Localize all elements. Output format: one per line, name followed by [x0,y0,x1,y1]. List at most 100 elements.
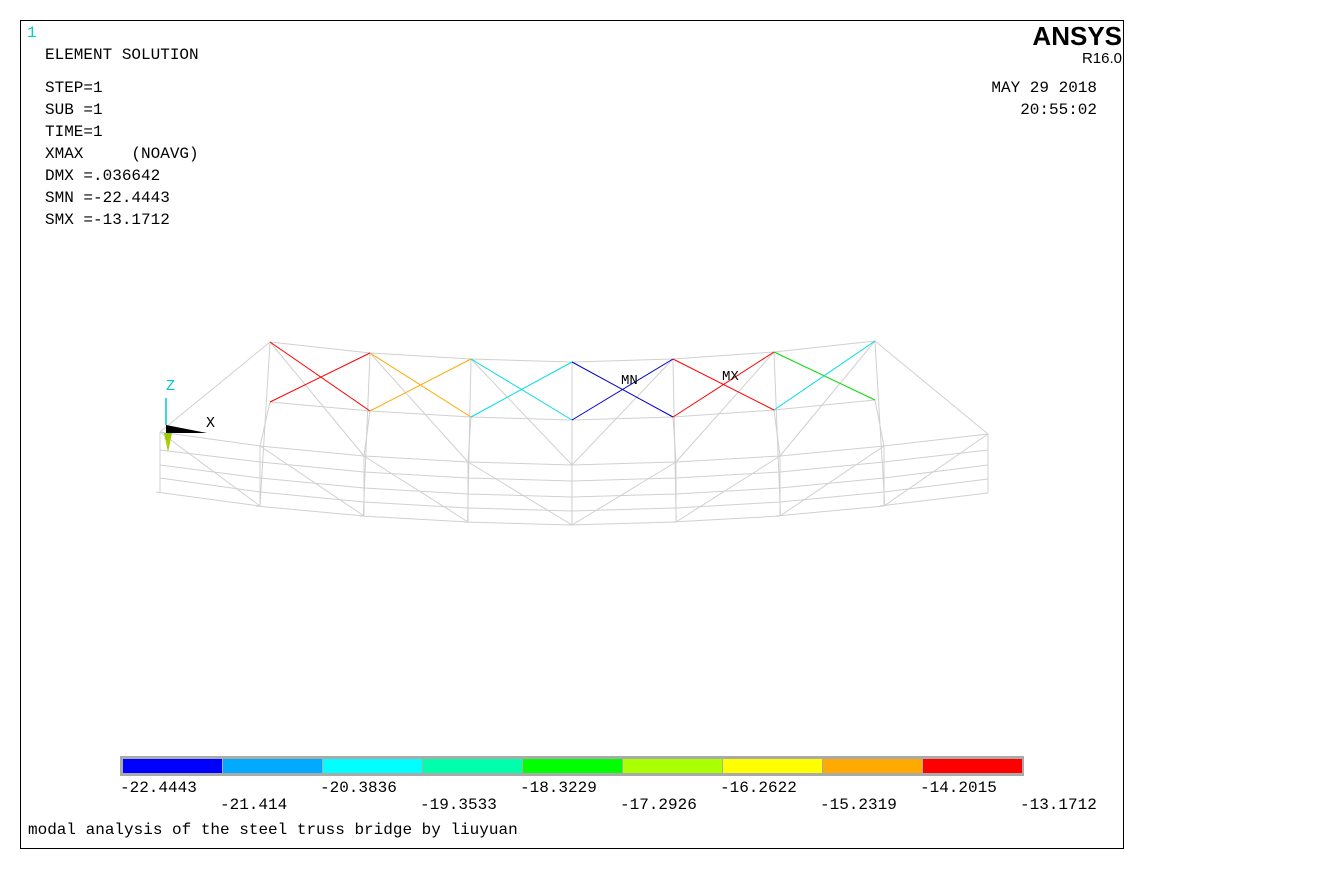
member [883,478,989,493]
info-line: STEP=1 [45,79,103,97]
member [463,521,573,526]
brace [571,358,674,421]
info-line: XMAX (NOAVG) [45,145,199,163]
member [773,340,876,353]
member [675,487,781,495]
legend-swatch [523,759,622,773]
brace [773,340,876,411]
member [259,477,365,489]
member [775,505,885,517]
member [159,449,261,463]
y-label: Y [164,436,171,450]
legend-label: -17.2926 [620,796,697,814]
legend-swatch [223,759,322,773]
member [159,477,261,493]
member [359,515,469,523]
legend-label: -14.2015 [920,779,997,797]
member [269,401,371,412]
member [672,351,775,360]
info-line: TIME=1 [45,123,103,141]
member [874,399,885,447]
member [159,431,261,447]
legend-swatch [423,759,522,773]
member [467,477,573,482]
brace [470,361,573,418]
member [363,501,469,509]
member [779,477,885,489]
legend-swatch [723,759,822,773]
member [259,445,365,457]
legend-label: -22.4443 [120,779,197,797]
member [883,464,989,479]
member [369,352,469,463]
member [779,491,885,503]
member [159,464,261,479]
info-line: SUB =1 [45,101,103,119]
brace [269,341,371,412]
member [363,471,469,479]
member [571,507,677,512]
legend-swatch [623,759,722,773]
member [675,501,781,509]
z-label: Z [166,378,175,395]
member [779,445,885,457]
legend: -22.4443 -21.414 -20.3836 -19.3533 -18.3229 -… [120,759,1097,814]
caption: modal analysis of the steel truss bridge… [28,821,518,839]
member [255,505,365,517]
member [779,461,885,473]
info-line: DMX =.036642 [45,167,160,185]
member [571,416,674,421]
member [883,433,989,447]
window-id: 1 [27,24,37,42]
member [675,455,781,523]
legend-label: -13.1712 [1020,796,1097,814]
member [571,461,677,466]
brand: ANSYS [1032,21,1122,51]
member [571,493,677,498]
brace [269,352,371,403]
max-marker: MX [722,369,739,385]
member [467,461,573,526]
member [571,477,677,482]
member [363,455,469,463]
legend-swatch [923,759,1022,773]
brace [672,351,775,418]
legend-label: -20.3836 [320,779,397,797]
member [363,455,469,523]
legend-label: -16.2622 [720,779,797,797]
version: R16.0 [1082,50,1122,67]
member [675,455,781,463]
legend-swatch [123,759,222,773]
member [779,445,885,517]
member [883,433,989,507]
member [155,491,261,507]
member [773,399,876,411]
member [571,461,677,526]
member [779,340,876,457]
info-title: ELEMENT SOLUTION [45,46,199,64]
x-label: X [206,415,215,432]
info-line: SMX =-13.1712 [45,211,170,229]
member [773,409,781,457]
member [675,471,781,479]
min-marker: MN [621,373,638,389]
member [675,351,775,463]
member [269,341,371,354]
x-axis [166,425,207,433]
member [369,410,472,418]
member [874,340,989,435]
axis-triad: Z X Y [164,378,215,452]
member [467,461,573,466]
member [467,507,573,512]
member [571,358,674,466]
member [259,445,365,517]
member [159,431,261,507]
member [259,491,365,503]
member [259,461,365,473]
member [363,487,469,495]
member [467,416,472,463]
brace [369,358,472,412]
member [879,492,989,507]
